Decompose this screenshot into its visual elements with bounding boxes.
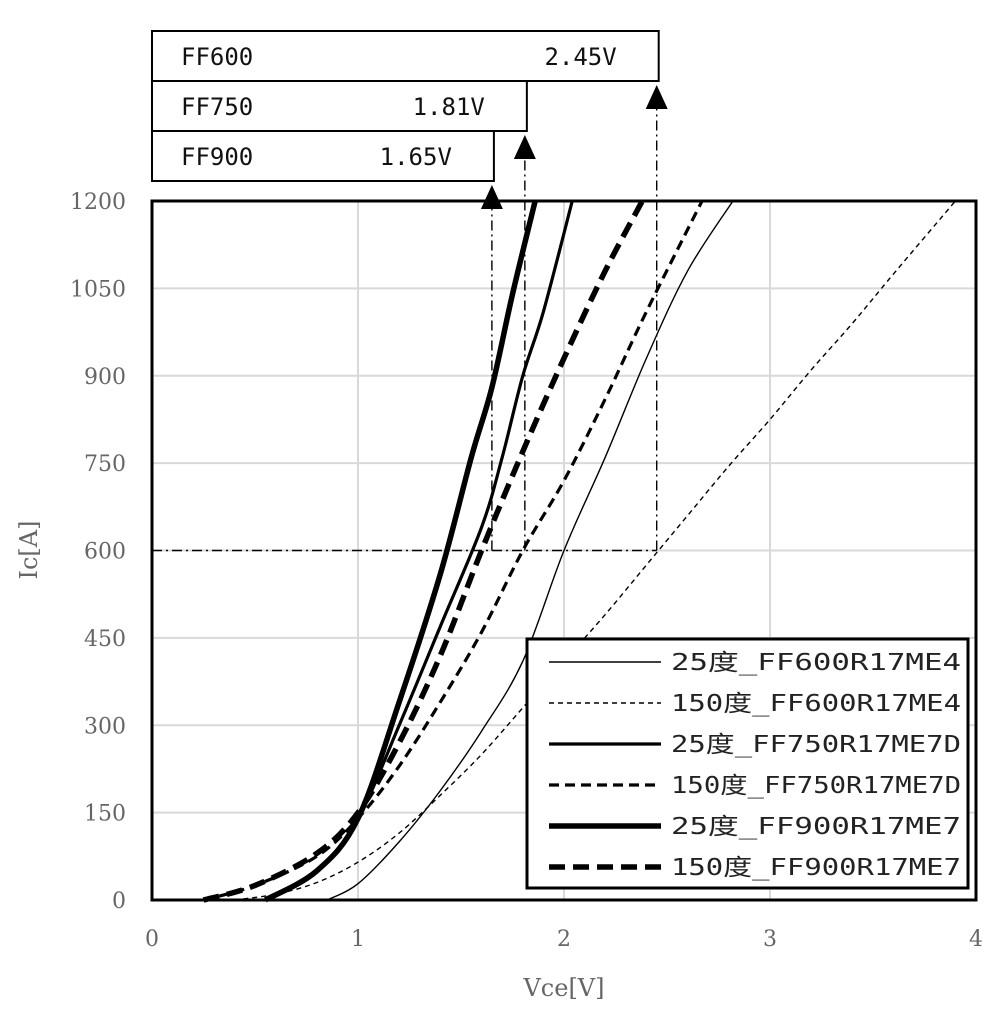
annotation-layer: FF600 2.45V FF750 1.81V FF900 1.65V [151,30,668,551]
x-tick-label: 1 [351,927,365,952]
annotation-arrow [480,185,503,209]
y-tick-label: 150 [84,802,126,827]
x-axis-title: Vce[V] [522,974,604,1002]
y-tick-label: 300 [84,714,126,739]
legend-label: 25度_FF750R17ME7D [671,732,961,758]
annotation-arrow [645,85,668,109]
legend-label: 150度_FF750R17ME7D [671,773,961,799]
annotation-label: FF600 [181,43,253,71]
annotation-label: FF900 [181,143,253,171]
annotation-value: 2.45V [544,43,616,71]
y-tick-label: 450 [84,627,126,652]
legend-label: 150度_FF600R17ME4 [671,691,961,717]
annotation-ff900: FF900 1.65V [151,130,503,551]
x-tick-label: 0 [145,927,159,952]
annotation-ff750: FF750 1.81V [151,80,536,551]
series-line-1 [326,200,734,901]
y-tick-label: 600 [84,540,126,565]
x-tick-label: 3 [763,927,777,952]
series-line-5 [263,200,538,903]
annotation-value: 1.65V [380,143,452,171]
annotation-box [151,30,660,82]
series-line-6 [202,199,645,903]
y-tick-label: 750 [84,452,126,477]
annotation-ff600: FF600 2.45V [151,30,668,551]
annotation-arrow [513,135,536,159]
plot-frame [150,199,978,902]
legend-label: 25度_FF600R17ME4 [671,650,961,676]
series-line-2 [234,200,956,901]
y-tick-label: 1050 [70,277,126,302]
annotation-value: 1.81V [413,93,485,121]
legend-label: 150度_FF900R17ME7 [671,855,961,881]
annotation-label: FF750 [181,93,253,121]
x-tick-label: 4 [969,927,983,952]
annotation-box [151,130,495,182]
x-tick-label: 2 [557,927,571,952]
y-tick-label: 1200 [70,190,126,215]
tick-layer: 0 1 2 3 4 0 150 300 450 600 750 900 1050 1200 [70,190,983,952]
y-tick-label: 0 [112,889,126,914]
y-axis-title: Ic[A] [15,521,43,580]
y-tick-label: 900 [84,365,126,390]
annotation-box [151,80,528,132]
legend-label: 25度_FF900R17ME7 [671,814,961,840]
curve-layer [202,199,956,903]
legend: 25度_FF600R17ME4 150度_FF600R17ME4 25度_FF750… [525,637,970,890]
legend-box [525,637,970,890]
